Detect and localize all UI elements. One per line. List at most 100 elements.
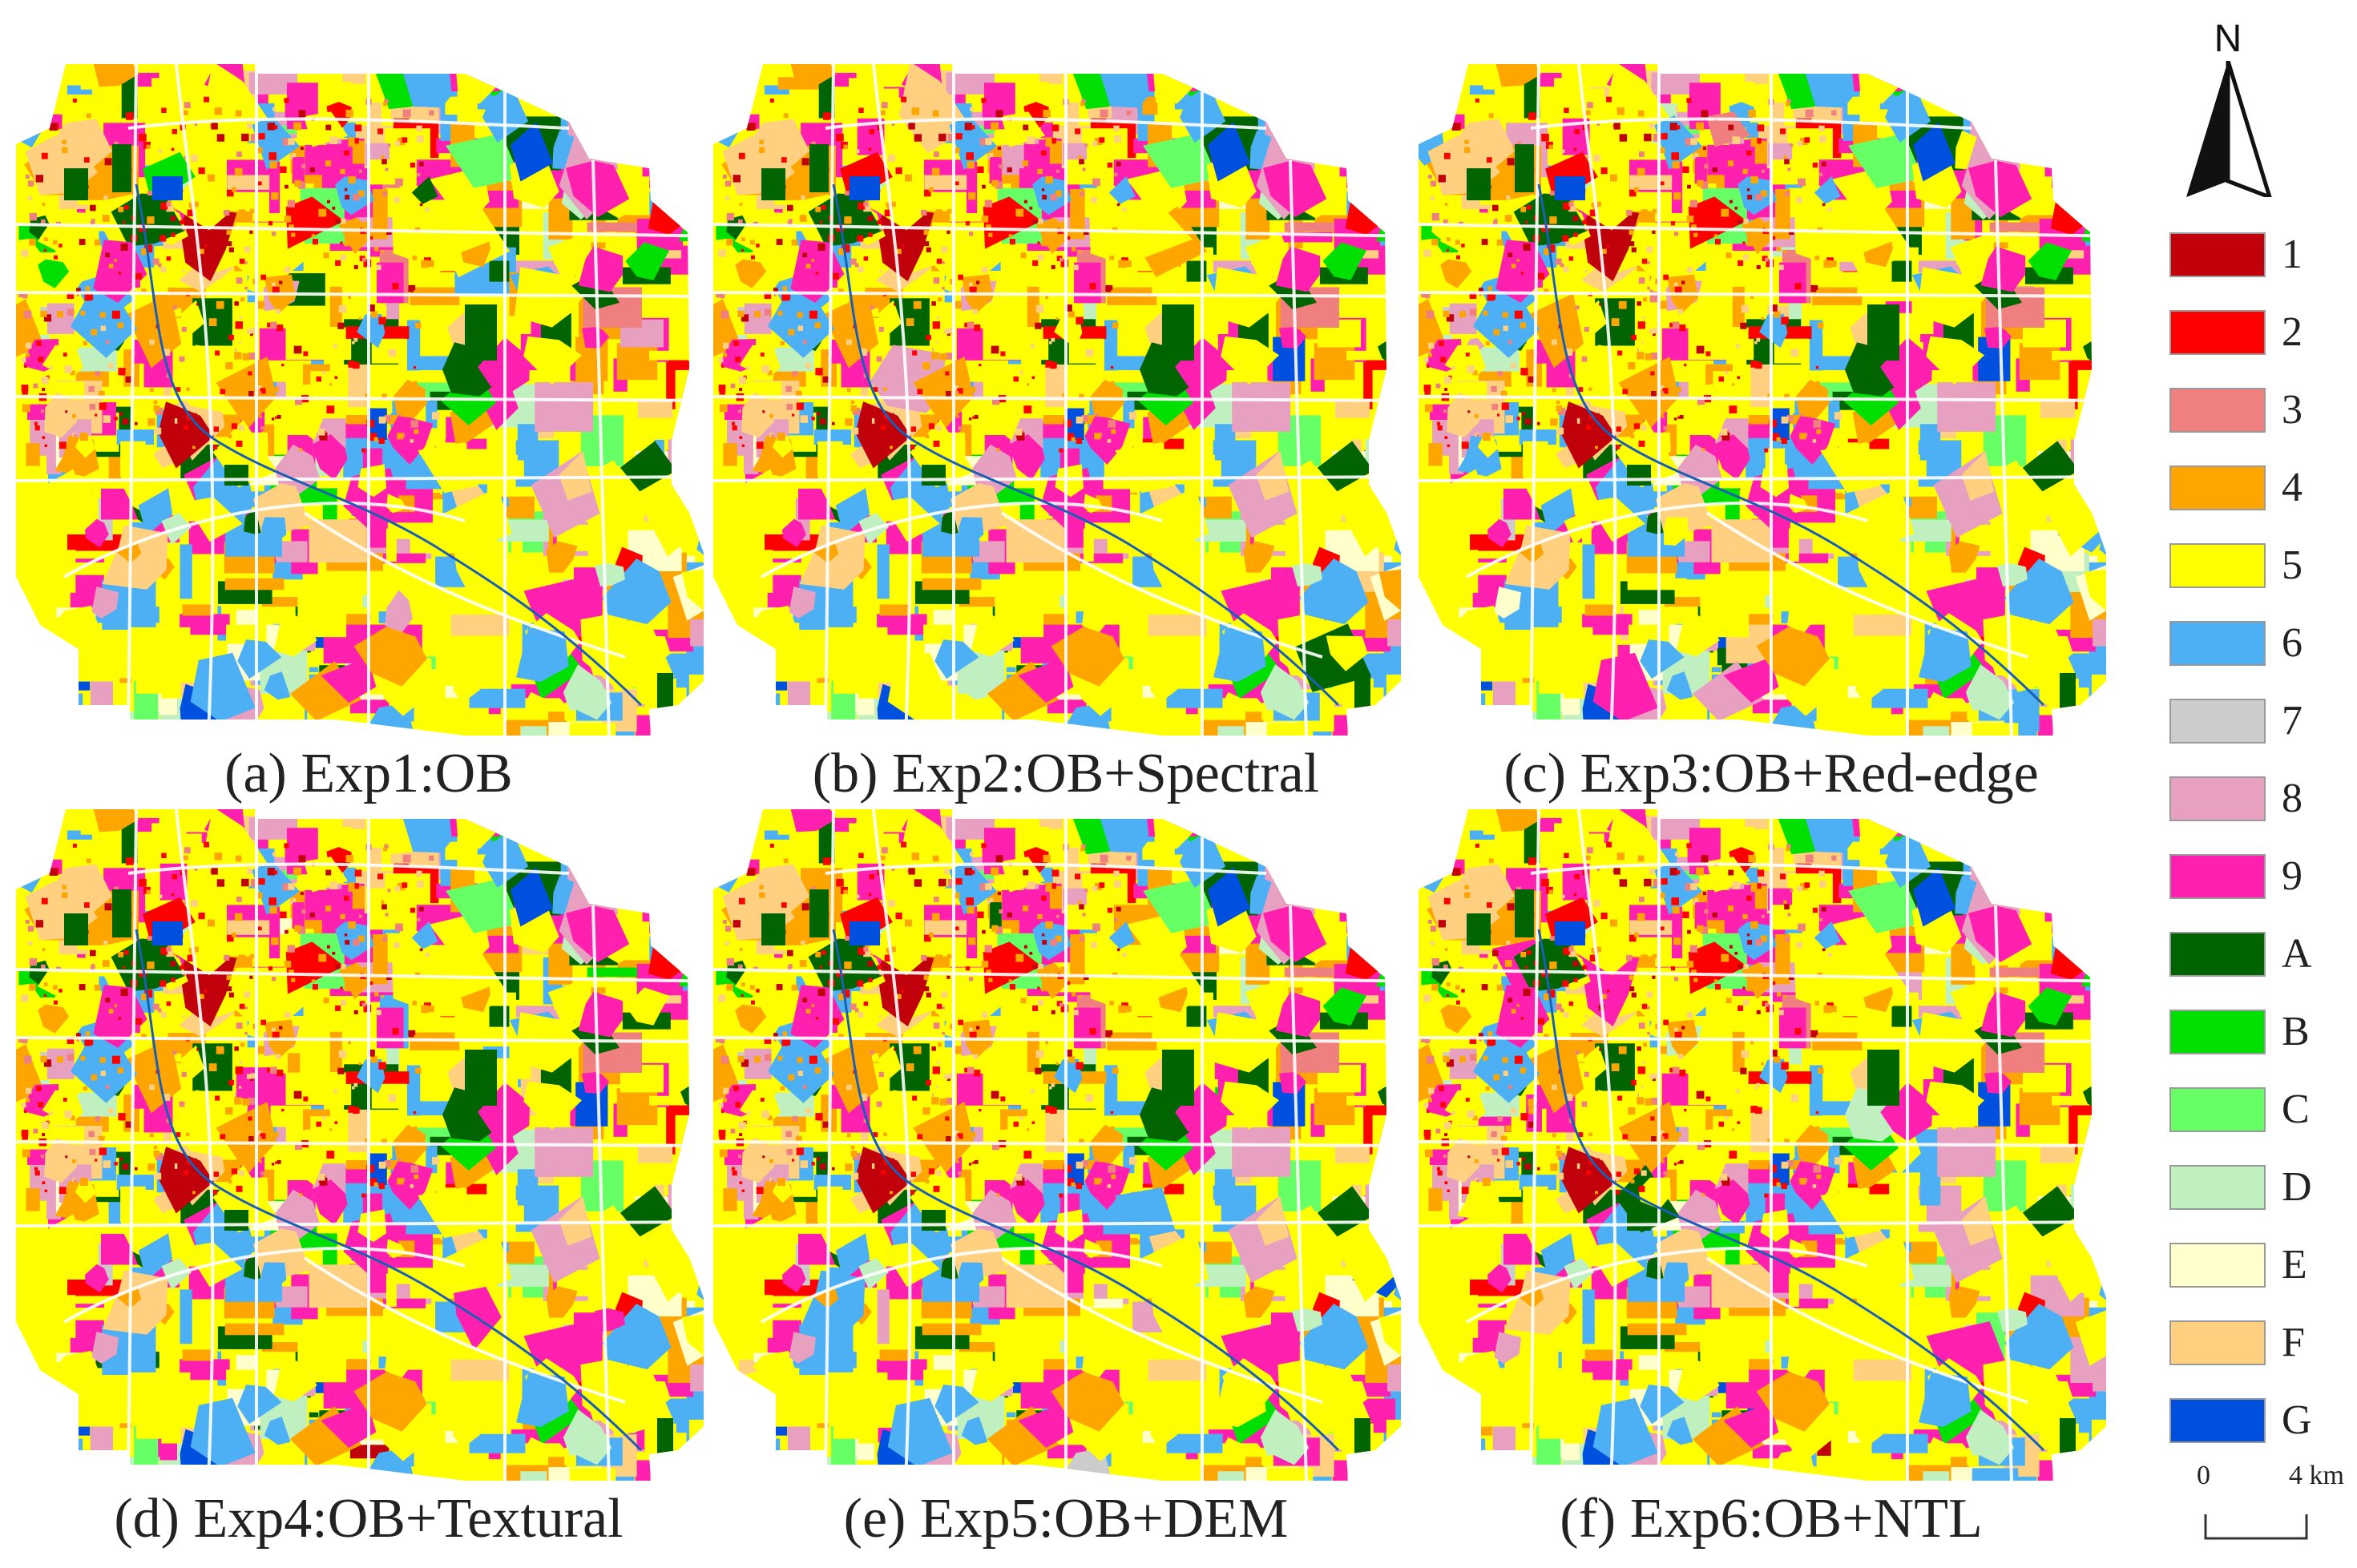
land-parcel bbox=[119, 412, 123, 416]
land-parcel bbox=[1045, 175, 1053, 183]
land-parcel bbox=[746, 366, 750, 370]
land-parcel bbox=[118, 272, 122, 275]
land-parcel bbox=[17, 554, 42, 578]
land-parcel bbox=[863, 256, 869, 261]
land-parcel bbox=[946, 403, 949, 406]
land-parcel bbox=[797, 325, 803, 331]
land-parcel bbox=[935, 425, 942, 431]
land-parcel bbox=[644, 835, 693, 876]
land-parcel bbox=[1041, 188, 1045, 191]
land-parcel bbox=[884, 209, 892, 216]
land-parcel bbox=[258, 878, 265, 885]
land-parcel bbox=[309, 519, 367, 563]
land-parcel bbox=[1045, 1109, 1068, 1153]
land-parcel bbox=[1505, 415, 1513, 423]
land-parcel bbox=[863, 373, 868, 378]
land-parcel bbox=[1407, 1296, 1419, 1349]
land-parcel bbox=[1456, 681, 1493, 691]
land-parcel bbox=[21, 249, 29, 257]
land-parcel bbox=[366, 1164, 374, 1173]
land-parcel bbox=[644, 90, 693, 131]
land-parcel bbox=[836, 133, 844, 142]
land-parcel bbox=[232, 932, 236, 937]
land-parcel bbox=[427, 260, 434, 268]
land-parcel bbox=[453, 1413, 481, 1449]
land-parcel bbox=[1398, 586, 1401, 595]
land-parcel bbox=[33, 383, 38, 389]
map-mosaic bbox=[713, 64, 1401, 736]
land-parcel bbox=[345, 940, 350, 945]
land-parcel bbox=[1810, 284, 1818, 292]
land-parcel bbox=[825, 627, 888, 638]
land-parcel bbox=[357, 464, 387, 498]
land-parcel bbox=[1691, 224, 1697, 230]
land-parcel bbox=[1750, 175, 1758, 183]
land-parcel bbox=[968, 192, 976, 200]
land-parcel bbox=[1341, 114, 1397, 171]
land-parcel bbox=[628, 635, 671, 671]
land-parcel bbox=[1618, 357, 1680, 429]
land-parcel bbox=[1494, 586, 1521, 619]
land-parcel bbox=[284, 961, 292, 968]
land-parcel bbox=[244, 246, 251, 253]
land-parcel bbox=[946, 391, 951, 397]
land-parcel bbox=[108, 363, 114, 369]
land-parcel bbox=[365, 393, 369, 397]
land-parcel bbox=[846, 339, 852, 345]
land-parcel bbox=[791, 239, 798, 246]
land-parcel bbox=[2093, 424, 2106, 459]
land-parcel bbox=[1783, 155, 1787, 159]
land-parcel bbox=[1580, 416, 1588, 424]
land-parcel bbox=[1435, 709, 1449, 736]
land-parcel bbox=[42, 948, 46, 951]
land-parcel bbox=[811, 259, 814, 262]
land-parcel bbox=[288, 883, 295, 890]
land-parcel bbox=[160, 202, 168, 210]
land-parcel bbox=[1663, 274, 1669, 280]
land-parcel bbox=[943, 329, 950, 334]
land-parcel bbox=[1419, 637, 1480, 709]
land-parcel bbox=[958, 274, 963, 280]
land-parcel bbox=[771, 434, 774, 437]
land-parcel bbox=[1611, 318, 1620, 326]
land-parcel bbox=[220, 1134, 226, 1140]
land-parcel bbox=[340, 986, 343, 990]
land-parcel bbox=[410, 439, 414, 443]
land-parcel bbox=[88, 385, 95, 393]
land-parcel bbox=[196, 1048, 200, 1051]
land-parcel bbox=[139, 133, 147, 142]
land-parcel bbox=[1023, 200, 1027, 204]
land-parcel bbox=[242, 353, 250, 361]
land-parcel bbox=[787, 1426, 810, 1469]
land-parcel bbox=[105, 998, 111, 1003]
land-parcel bbox=[382, 191, 388, 197]
land-parcel bbox=[720, 1425, 773, 1469]
land-parcel bbox=[44, 444, 47, 447]
land-parcel bbox=[67, 308, 75, 316]
land-parcel bbox=[1659, 385, 1665, 390]
land-parcel bbox=[1651, 403, 1654, 406]
land-parcel bbox=[1750, 361, 1758, 368]
land-parcel bbox=[49, 1111, 53, 1115]
land-parcel bbox=[1055, 190, 1062, 197]
land-parcel bbox=[616, 1088, 658, 1126]
land-parcel bbox=[1582, 220, 1587, 224]
land-parcel bbox=[280, 166, 287, 173]
land-parcel bbox=[1746, 150, 1752, 156]
land-parcel bbox=[248, 371, 252, 376]
land-parcel bbox=[272, 107, 276, 111]
land-parcel bbox=[713, 675, 759, 732]
land-parcel bbox=[773, 293, 777, 296]
land-parcel bbox=[26, 342, 32, 349]
land-parcel bbox=[238, 425, 244, 431]
land-parcel bbox=[1638, 440, 1645, 447]
land-parcel bbox=[344, 188, 348, 191]
land-parcel bbox=[1585, 110, 1591, 115]
land-parcel bbox=[1721, 432, 1730, 441]
land-parcel bbox=[1813, 420, 1821, 428]
land-parcel bbox=[1076, 316, 1084, 324]
land-parcel bbox=[599, 111, 658, 147]
land-parcel bbox=[174, 1163, 180, 1169]
land-parcel bbox=[2031, 81, 2070, 120]
land-parcel bbox=[64, 168, 88, 200]
